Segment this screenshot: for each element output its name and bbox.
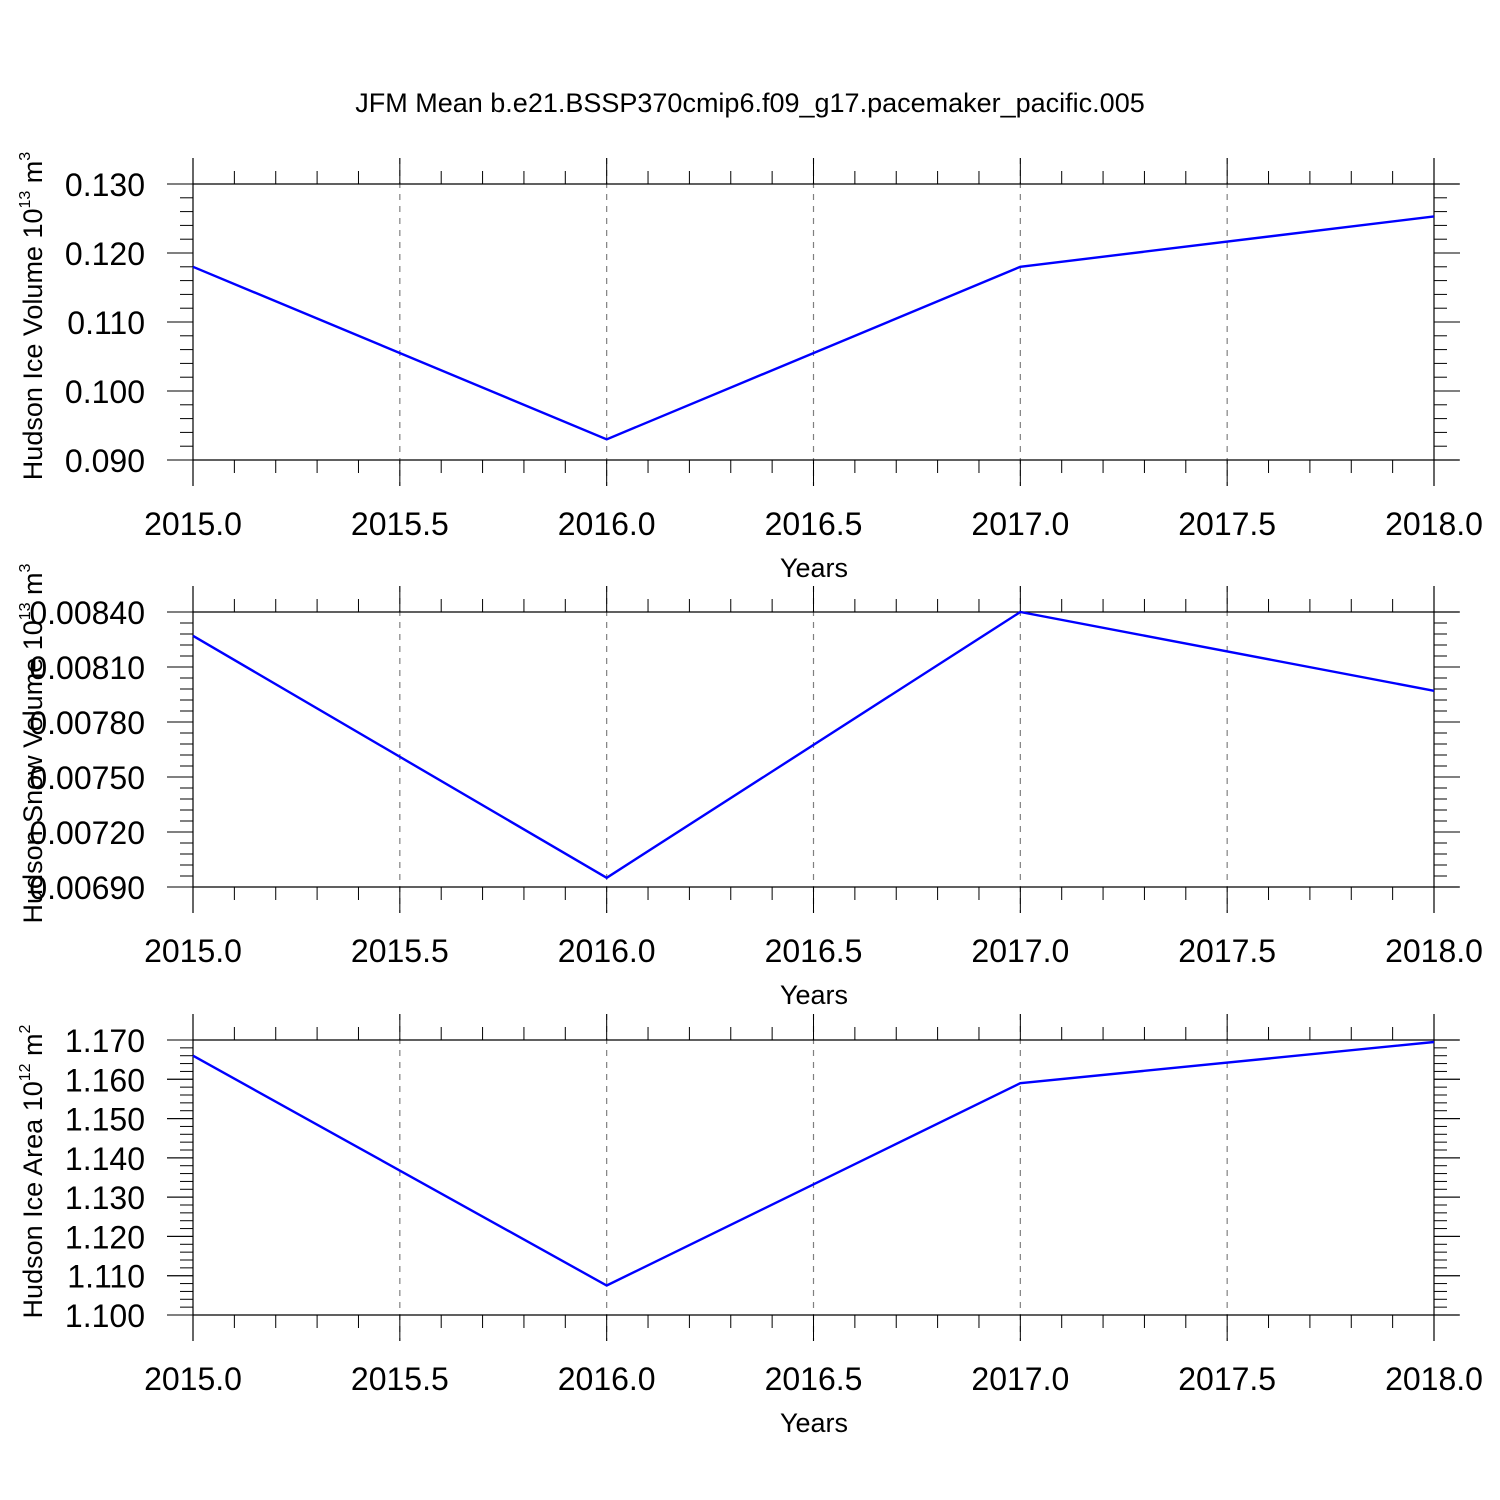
y-tick-label: 0.00810	[29, 650, 145, 686]
y-tick-label: 0.00690	[29, 870, 145, 906]
x-tick-label: 2016.0	[558, 506, 656, 542]
x-tick-label: 2015.0	[144, 933, 242, 969]
x-axis-label: Years	[780, 553, 848, 583]
y-tick-label: 0.00840	[29, 595, 145, 631]
x-tick-label: 2018.0	[1385, 933, 1483, 969]
figure-title: JFM Mean b.e21.BSSP370cmip6.f09_g17.pace…	[355, 88, 1144, 118]
x-tick-label: 2015.5	[351, 933, 449, 969]
y-tick-label: 1.100	[65, 1298, 145, 1334]
x-tick-label: 2015.0	[144, 1361, 242, 1397]
series-line	[192, 610, 1435, 880]
x-tick-label: 2018.0	[1385, 1361, 1483, 1397]
x-tick-label: 2016.0	[558, 1361, 656, 1397]
x-axis-label: Years	[780, 980, 848, 1010]
chart-panel-2: 2015.0 2015.5 2016.0 2016.5 2017.0 2017.5 2018…	[17, 563, 1483, 1010]
y-axis-label: Hudson Snow Volume 1013 m3	[17, 563, 48, 923]
x-axis-label: Years	[780, 1408, 848, 1438]
series-line	[192, 215, 1435, 441]
y-tick-label: 1.160	[65, 1062, 145, 1098]
series-line	[192, 1040, 1435, 1287]
x-tick-label: 2016.0	[558, 933, 656, 969]
y-tick-label: 1.150	[65, 1102, 145, 1138]
y-tick-label: 1.120	[65, 1219, 145, 1255]
x-tick-label: 2017.5	[1178, 933, 1276, 969]
y-tick-label: 0.130	[65, 167, 145, 203]
x-tick-label: 2015.5	[351, 506, 449, 542]
y-tick-label: 1.170	[65, 1023, 145, 1059]
y-tick-label: 0.110	[67, 305, 145, 341]
x-tick-label: 2015.5	[351, 1361, 449, 1397]
y-tick-label: 0.100	[65, 374, 145, 410]
y-tick-label: 0.00720	[29, 815, 145, 851]
y-tick-label: 0.00750	[29, 760, 145, 796]
x-tick-label: 2017.0	[971, 933, 1069, 969]
x-tick-label: 2016.5	[765, 1361, 863, 1397]
y-axis-label: Hudson Ice Area 1012 m2	[17, 1024, 48, 1318]
chart-panel-1: 2015.0 2015.5 2016.0 2016.5 2017.0 2017.5 2018…	[17, 152, 1483, 583]
x-tick-label: 2016.5	[765, 933, 863, 969]
y-tick-label: 0.090	[65, 443, 145, 479]
chart-panel-3: 2015.0 2015.5 2016.0 2016.5 2017.0 2017.5 2018…	[17, 1014, 1483, 1438]
panels: 2015.0 2015.5 2016.0 2016.5 2017.0 2017.5 2018…	[17, 152, 1483, 1438]
y-tick-label: 1.130	[65, 1180, 145, 1216]
x-tick-label: 2018.0	[1385, 506, 1483, 542]
x-tick-label: 2015.0	[144, 506, 242, 542]
x-tick-label: 2017.0	[971, 1361, 1069, 1397]
x-tick-label: 2016.5	[765, 506, 863, 542]
y-axis-label: Hudson Ice Volume 1013 m3	[17, 152, 48, 480]
x-tick-label: 2017.0	[971, 506, 1069, 542]
y-tick-label: 0.00780	[29, 705, 145, 741]
x-tick-label: 2017.5	[1178, 506, 1276, 542]
x-tick-label: 2017.5	[1178, 1361, 1276, 1397]
y-tick-label: 1.110	[67, 1259, 145, 1295]
y-tick-label: 1.140	[65, 1141, 145, 1177]
y-tick-label: 0.120	[65, 236, 145, 272]
